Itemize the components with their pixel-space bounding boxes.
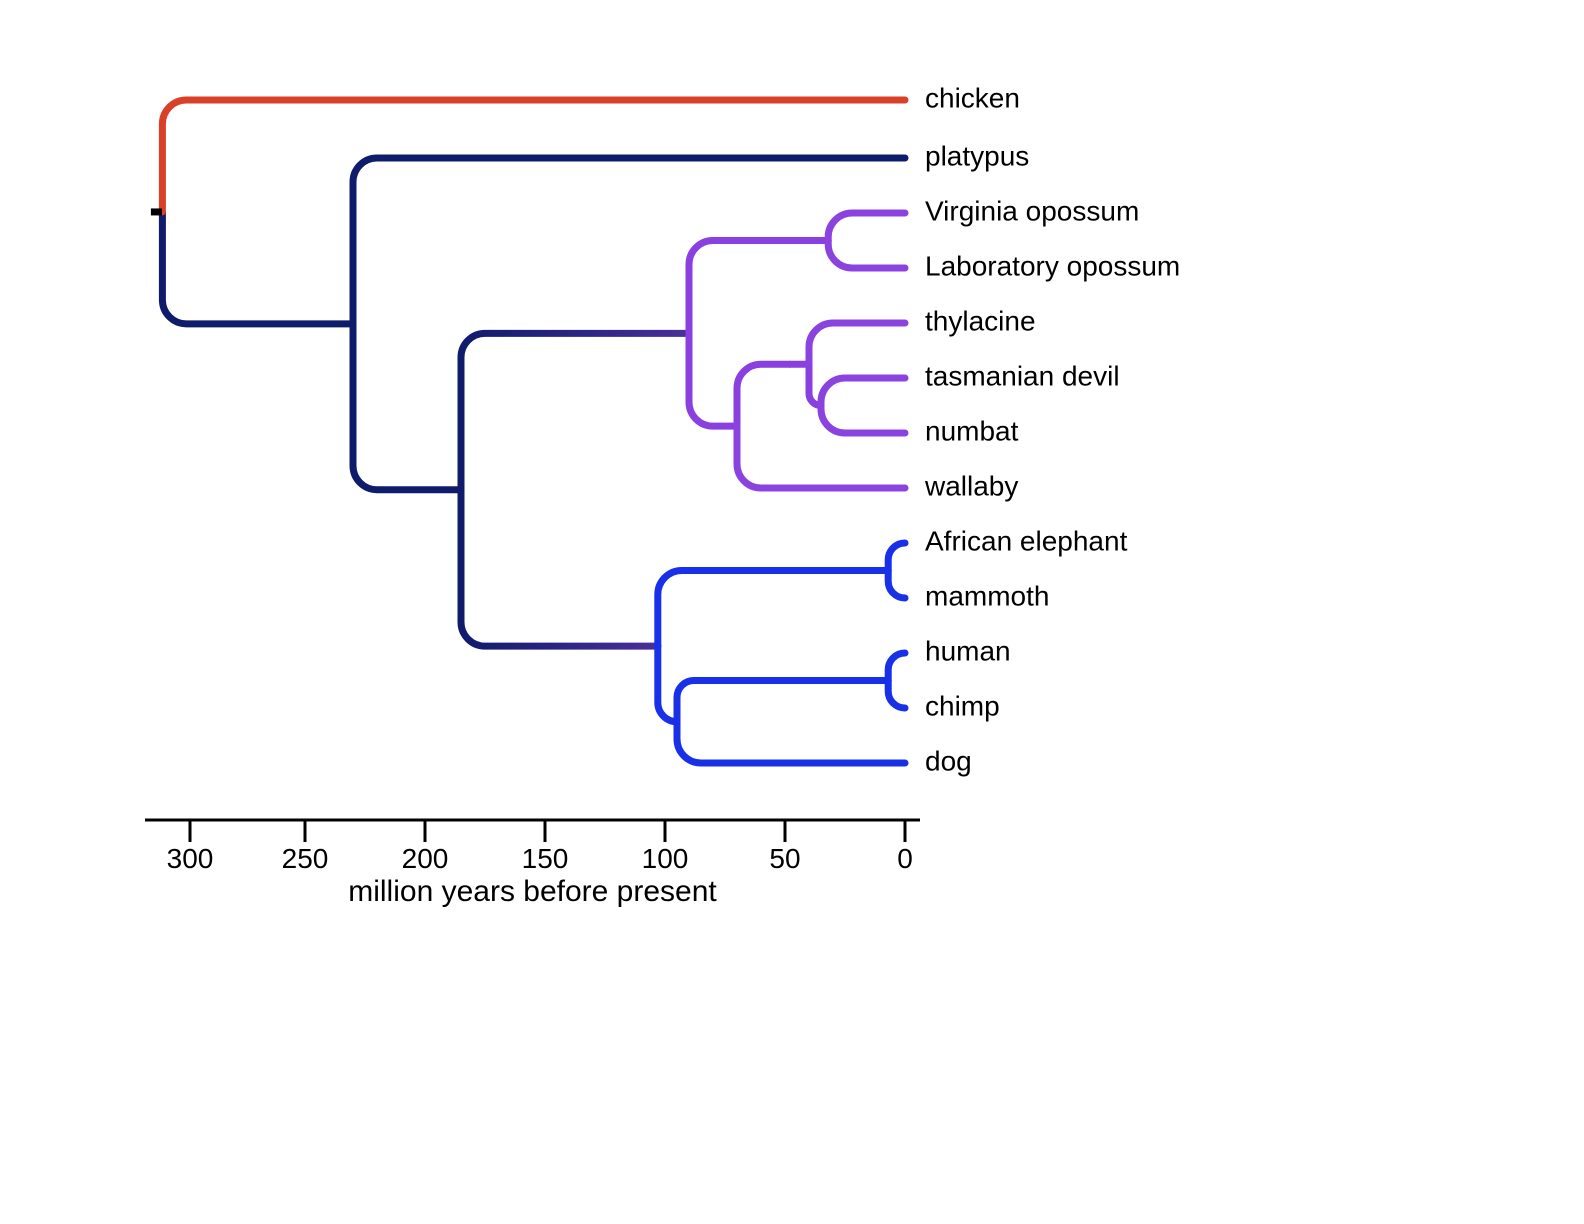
branch-mammal — [162, 212, 353, 324]
axis-tick-label: 200 — [402, 843, 449, 874]
branch-leaf-human — [888, 653, 905, 681]
branch-leaf-tasdevil — [821, 378, 905, 406]
leaf-label-numbat: numbat — [925, 415, 1019, 446]
branch-primcarn — [677, 681, 694, 722]
branch-placental — [461, 490, 658, 646]
leaf-label-vopossum: Virginia opossum — [925, 195, 1139, 226]
leaf-label-human: human — [925, 635, 1011, 666]
branch-theria — [353, 324, 461, 490]
axis-title: million years before present — [348, 875, 717, 908]
leaf-label-platypus: platypus — [925, 140, 1029, 171]
time-axis: 300 250 200 150 100 50 0 million years before p… — [145, 820, 920, 908]
leaf-label-chicken: chicken — [925, 82, 1020, 113]
axis-tick-label: 150 — [522, 843, 569, 874]
branch-ausmars — [689, 333, 737, 426]
leaf-label-chimp: chimp — [925, 690, 1000, 721]
axis-tick-label: 100 — [642, 843, 689, 874]
axis-tick-label: 50 — [769, 843, 800, 874]
branch-marsupial — [461, 333, 689, 489]
leaf-label-wallaby: wallaby — [924, 470, 1018, 501]
leaf-label-thylacine: thylacine — [925, 305, 1036, 336]
leaf-label-lopossum: Laboratory opossum — [925, 250, 1180, 281]
branch-proboscid — [658, 571, 888, 647]
leaf-label-mammoth: mammoth — [925, 580, 1049, 611]
branch-dasyuro — [737, 364, 790, 426]
branch-leaf-vopossum — [828, 213, 905, 241]
axis-tick-label: 0 — [897, 843, 913, 874]
leaf-label-tasdevil: tasmanian devil — [925, 360, 1120, 391]
branch-leaf-chimp — [888, 681, 905, 709]
branch-leaf-thylacine — [809, 323, 905, 364]
branch-leaf-lopossum — [828, 241, 905, 269]
branch-leaf-numbat — [821, 406, 905, 434]
branch-leaf-elephant — [888, 543, 905, 571]
axis-tick-label: 300 — [167, 843, 214, 874]
leaf-label-dog: dog — [925, 745, 972, 776]
branch-opossums — [689, 241, 828, 334]
phylogenetic-tree: chicken platypus Virginia opossum Laborator… — [0, 0, 1584, 1224]
axis-tick-label: 250 — [282, 843, 329, 874]
branch-leaf-dog — [677, 722, 905, 763]
root-marker — [151, 208, 162, 215]
leaf-label-elephant: African elephant — [925, 525, 1128, 556]
branch-leaf-mammoth — [888, 571, 905, 599]
